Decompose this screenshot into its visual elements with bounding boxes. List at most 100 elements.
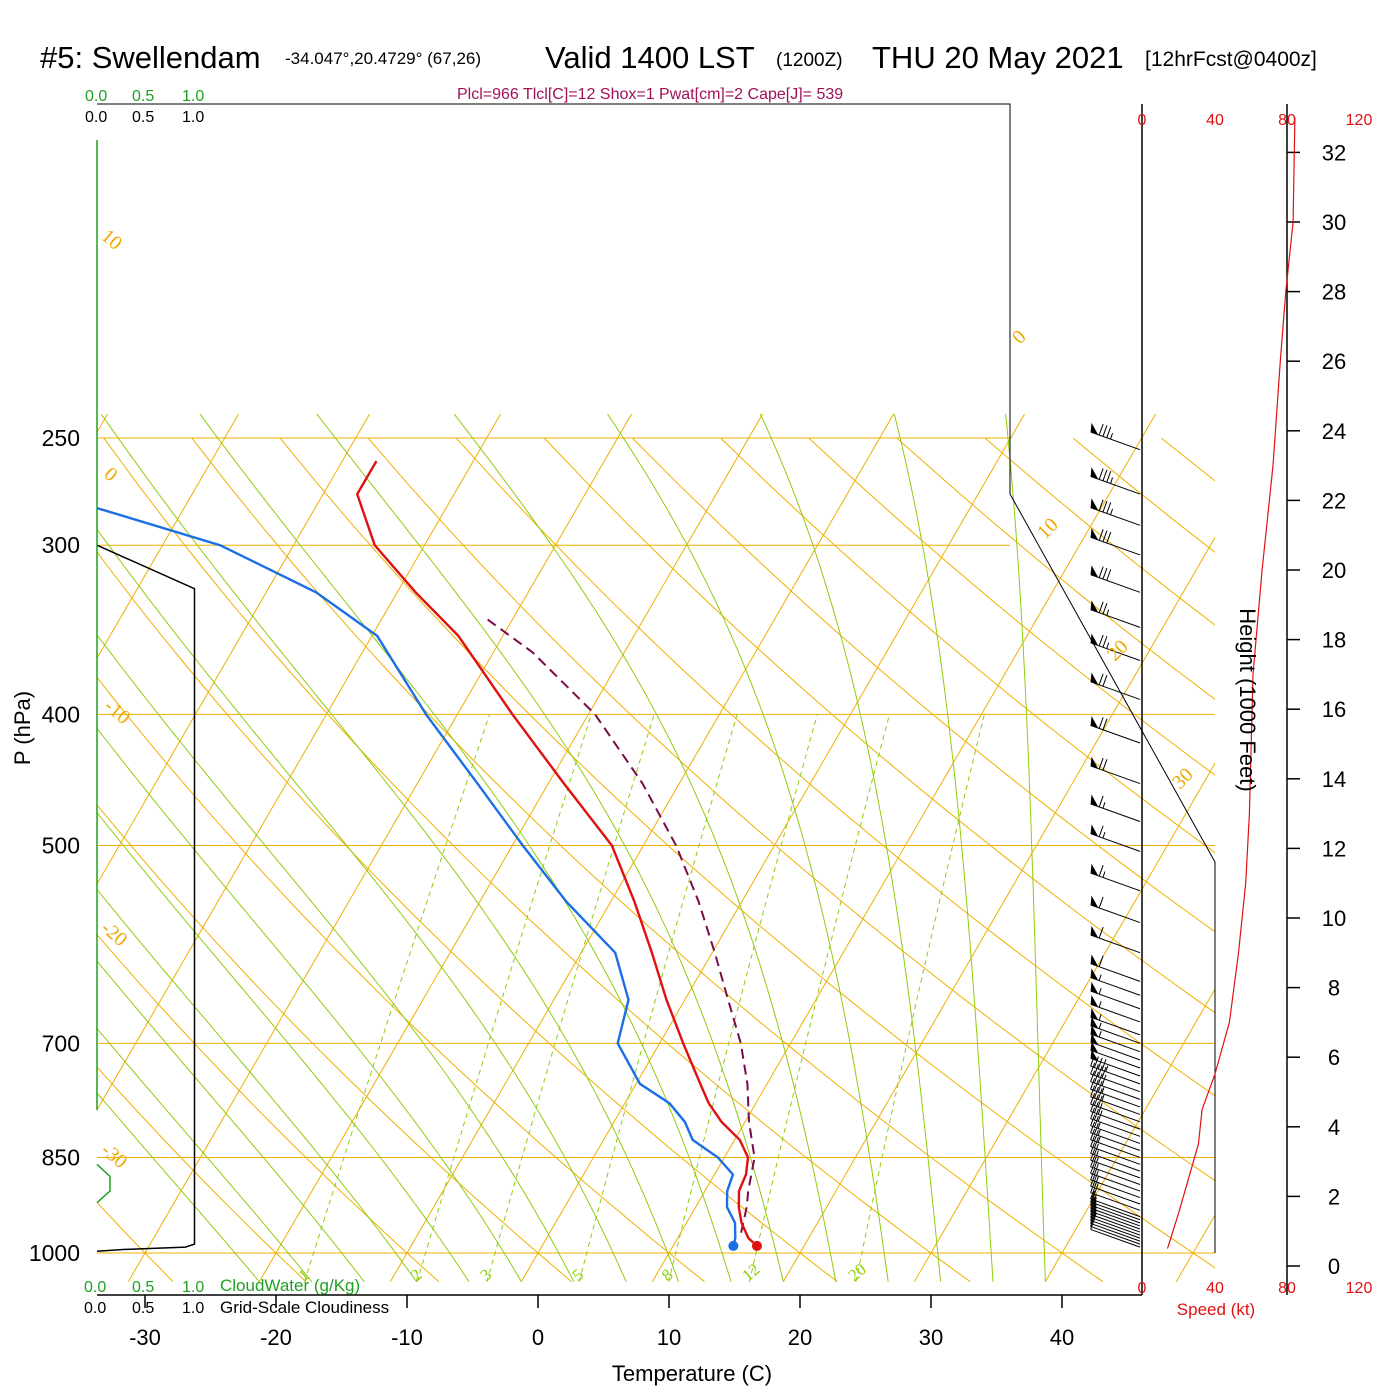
isotherm-line [913,762,1215,1282]
moist-adiabat-line [100,413,680,1282]
wind-barb [1090,1055,1141,1085]
moist-adiabat-line [97,528,627,1282]
wind-barb [1090,1085,1141,1115]
barb-full [1102,718,1108,730]
barb-flag [1090,1024,1099,1037]
cloudiness-scale-bottom-2: 1.0 [182,1300,204,1317]
barb-full [1106,502,1112,514]
isotherm-line [97,413,502,1111]
barb-full [1102,636,1108,648]
dry-adiabat-label: 0 [1008,326,1031,349]
wind-barb [1090,1121,1141,1151]
mixing-ratio-line [304,714,491,1282]
station-coords: -34.047°,20.4729° (67,26) [285,49,481,68]
wind-barb [1090,1114,1141,1144]
moist-adiabat-line [97,960,365,1283]
barb-full [1090,1100,1096,1112]
barb-half [1093,1194,1097,1201]
barb-full [1097,1102,1103,1115]
barb-staff [1090,1088,1141,1108]
barb-staff [1090,1146,1141,1165]
pressure-tick-label: 500 [42,833,80,859]
moist-adiabat-line [607,413,889,1282]
surface-dewpoint-dot [728,1240,739,1251]
barb-flag [1090,633,1099,646]
barb-full [1098,717,1104,729]
barb-full [1090,1092,1096,1105]
dry-adiabat-label: 20 [1103,636,1133,666]
cloudiness-scale-bottom-0: 0.0 [84,1300,106,1317]
dry-adiabat-line [97,551,838,1283]
barb-full [1097,1080,1103,1093]
dry-adiabat-label: -10 [100,695,135,729]
barb-half [1102,831,1106,839]
plot-frame [97,103,1300,1308]
x-tick-label: -30 [129,1325,161,1350]
barb-half [1106,642,1110,649]
barb-half [1105,1065,1109,1072]
speed-scale-top-3: 120 [1346,112,1373,129]
wind-barb [1090,1078,1141,1108]
barb-full [1090,1142,1096,1154]
barb-staff [1090,1110,1141,1130]
barb-staff [1090,1222,1141,1242]
cloudwater-scale-bottom-1: 0.5 [132,1279,154,1296]
barb-half [1101,1094,1105,1101]
barb-full [1106,569,1112,581]
y-axis-title: P (hPa) [10,691,35,765]
barb-half [1101,1087,1105,1094]
barb-staff [1090,1225,1141,1245]
barb-flag [1090,981,1099,994]
moist-adiabat-line [97,1092,260,1283]
height-tick-label: 12 [1322,836,1346,861]
barb-flag [1090,422,1099,435]
barb-full [1098,795,1104,808]
barb-full [1098,423,1104,436]
wind-barb [1090,954,1141,982]
wind-barb [1090,1048,1141,1077]
barb-full [1090,1062,1096,1075]
wind-barb [1090,968,1141,996]
barb-staff [1090,536,1141,556]
barb-full [1093,1143,1099,1155]
barb-staff [1090,1103,1141,1123]
barb-full [1097,1073,1103,1085]
cloudwater-scale-bottom-2: 1.0 [182,1279,204,1296]
background-lines [97,413,1215,1283]
dry-adiabat-line [896,437,1215,701]
barb-full [1101,1066,1107,1079]
barb-staff [1090,1049,1141,1069]
barb-full [1093,1094,1099,1106]
wind-speed-panel [1166,117,1296,1249]
barb-full [1102,675,1108,687]
x-tick-label: -20 [260,1325,292,1350]
isotherm-line [97,413,371,886]
barb-staff [1090,934,1141,954]
x-tick-label: -10 [391,1325,423,1350]
dry-adiabat-label: 10 [1033,514,1063,544]
cloud-panel [96,140,196,1252]
cloudwater-label: CloudWater (g/Kg) [220,1276,360,1295]
barb-flag [1090,1007,1099,1020]
cloudiness-trace [96,544,196,1252]
wind-barb [1090,1062,1141,1093]
barb-full [1102,602,1108,615]
height-tick-label: 16 [1322,697,1346,722]
height-tick-label: 30 [1322,210,1346,235]
barb-full [1106,531,1112,544]
speed-scale-top-0: 0 [1138,112,1147,129]
barb-full [1093,1108,1099,1121]
barb-half [1110,432,1114,440]
barb-half [1098,1030,1102,1038]
height-tick-label: 28 [1322,280,1346,305]
isotherm-line [97,413,240,660]
barb-full [1098,673,1104,686]
barb-half [1097,1129,1101,1136]
pressure-tick-label: 1000 [29,1240,80,1266]
barb-staff [1090,1228,1141,1248]
barb-staff [1090,1065,1141,1085]
cloudiness-label: Grid-Scale Cloudiness [220,1298,389,1317]
dry-adiabat-line [97,1201,174,1283]
wind-speed-trace [1166,117,1296,1249]
